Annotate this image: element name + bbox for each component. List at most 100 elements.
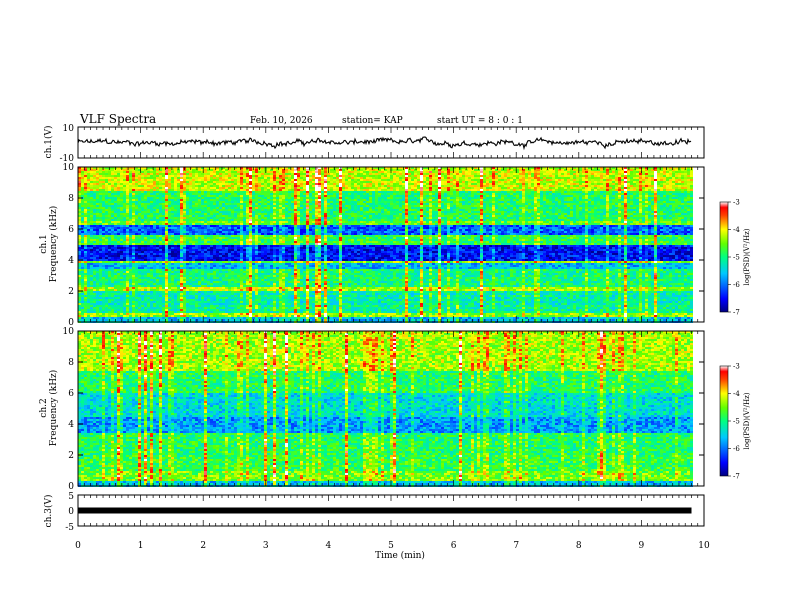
spectrogram-cell bbox=[156, 289, 159, 291]
spectrogram-cell bbox=[201, 167, 204, 169]
spectrogram-cell bbox=[186, 251, 189, 253]
spectrogram-cell bbox=[90, 201, 93, 203]
spectrogram-cell bbox=[84, 229, 87, 231]
spectrogram-cell bbox=[159, 191, 162, 193]
spectrogram-cell bbox=[231, 219, 234, 221]
spectrogram-cell bbox=[132, 245, 135, 247]
spectrogram-cell bbox=[111, 189, 114, 191]
spectrogram-cell bbox=[135, 191, 138, 193]
spectrogram-cell bbox=[195, 197, 198, 199]
spectrogram-cell bbox=[123, 235, 126, 237]
spectrogram-cell bbox=[180, 217, 183, 219]
spectrogram-cell bbox=[183, 299, 186, 301]
spectrogram-cell bbox=[201, 199, 204, 201]
spectrogram-cell bbox=[255, 251, 258, 253]
spectrogram-cell bbox=[210, 191, 213, 193]
spectrogram-cell bbox=[231, 261, 234, 263]
spectrogram-cell bbox=[225, 177, 228, 179]
spectrogram-cell bbox=[159, 185, 162, 187]
spectrogram-cell bbox=[195, 231, 198, 233]
spectrogram-cell bbox=[207, 175, 210, 177]
spectrogram-cell bbox=[201, 191, 204, 193]
spectrogram-cell bbox=[165, 245, 168, 247]
spectrogram-cell bbox=[231, 225, 234, 227]
spectrogram-cell bbox=[189, 277, 192, 279]
spectrogram-cell bbox=[90, 273, 93, 275]
spectrogram-cell bbox=[153, 169, 156, 171]
spectrogram-cell bbox=[255, 269, 258, 271]
spectrogram-cell bbox=[81, 285, 84, 287]
spectrogram-cell bbox=[222, 293, 225, 295]
spectrogram-cell bbox=[252, 299, 255, 301]
spectrogram-cell bbox=[93, 191, 96, 193]
spectrogram-cell bbox=[93, 179, 96, 181]
spectrogram-cell bbox=[90, 307, 93, 309]
spectrogram-cell bbox=[87, 171, 90, 173]
spectrogram-cell bbox=[204, 239, 207, 241]
spectrogram-cell bbox=[96, 305, 99, 307]
spectrogram-cell bbox=[111, 243, 114, 245]
spectrogram-cell bbox=[132, 309, 135, 311]
spectrogram-cell bbox=[171, 171, 174, 173]
spectrogram-cell bbox=[108, 229, 111, 231]
spectrogram-cell bbox=[267, 273, 270, 275]
spectrogram-cell bbox=[138, 229, 141, 231]
spectrogram-cell bbox=[165, 181, 168, 183]
spectrogram-cell bbox=[186, 189, 189, 191]
spectrogram-cell bbox=[201, 197, 204, 199]
spectrogram-cell bbox=[90, 289, 93, 291]
spectrogram-cell bbox=[198, 291, 201, 293]
spectrogram-cell bbox=[90, 211, 93, 213]
spectrogram-cell bbox=[123, 305, 126, 307]
spectrogram-cell bbox=[156, 217, 159, 219]
spectrogram-cell bbox=[108, 171, 111, 173]
spectrogram-cell bbox=[213, 177, 216, 179]
spectrogram-cell bbox=[93, 199, 96, 201]
spectrogram-cell bbox=[234, 289, 237, 291]
spectrogram-cell bbox=[201, 287, 204, 289]
spectrogram-cell bbox=[186, 193, 189, 195]
spectrogram-cell bbox=[138, 279, 141, 281]
spectrogram-cell bbox=[147, 311, 150, 313]
spectrogram-cell bbox=[168, 317, 171, 319]
spectrogram-cell bbox=[255, 317, 258, 319]
spectrogram-cell bbox=[252, 271, 255, 273]
spectrogram-cell bbox=[129, 201, 132, 203]
spectrogram-cell bbox=[108, 187, 111, 189]
spectrogram-cell bbox=[195, 295, 198, 297]
spectrogram-cell bbox=[126, 181, 129, 183]
spectrogram-cell bbox=[117, 313, 120, 315]
spectrogram-cell bbox=[162, 293, 165, 295]
spectrogram-cell bbox=[90, 183, 93, 185]
spectrogram-cell bbox=[249, 299, 252, 301]
spectrogram-cell bbox=[111, 265, 114, 267]
spectrogram-cell bbox=[84, 199, 87, 201]
spectrogram-cell bbox=[84, 209, 87, 211]
spectrogram-cell bbox=[156, 233, 159, 235]
spectrogram-cell bbox=[168, 181, 171, 183]
spectrogram-cell bbox=[192, 211, 195, 213]
spectrogram-cell bbox=[153, 243, 156, 245]
spectrogram-cell bbox=[216, 305, 219, 307]
spectrogram-cell bbox=[165, 291, 168, 293]
spectrogram-cell bbox=[231, 239, 234, 241]
spectrogram-cell bbox=[264, 205, 267, 207]
spectrogram-cell bbox=[84, 263, 87, 265]
spectrogram-cell bbox=[180, 167, 183, 169]
spectrogram-cell bbox=[96, 269, 99, 271]
spectrogram-cell bbox=[111, 177, 114, 179]
spectrogram-cell bbox=[177, 303, 180, 305]
spectrogram-cell bbox=[180, 207, 183, 209]
spectrogram-cell bbox=[195, 215, 198, 217]
spectrogram-cell bbox=[189, 223, 192, 225]
spectrogram-cell bbox=[135, 265, 138, 267]
spectrogram-cell bbox=[132, 315, 135, 317]
spectrogram-cell bbox=[81, 185, 84, 187]
spectrogram-cell bbox=[132, 177, 135, 179]
spectrogram-cell bbox=[201, 303, 204, 305]
spectrogram-cell bbox=[240, 185, 243, 187]
spectrogram-cell bbox=[108, 291, 111, 293]
spectrogram-cell bbox=[162, 279, 165, 281]
spectrogram-cell bbox=[120, 195, 123, 197]
spectrogram-cell bbox=[123, 185, 126, 187]
